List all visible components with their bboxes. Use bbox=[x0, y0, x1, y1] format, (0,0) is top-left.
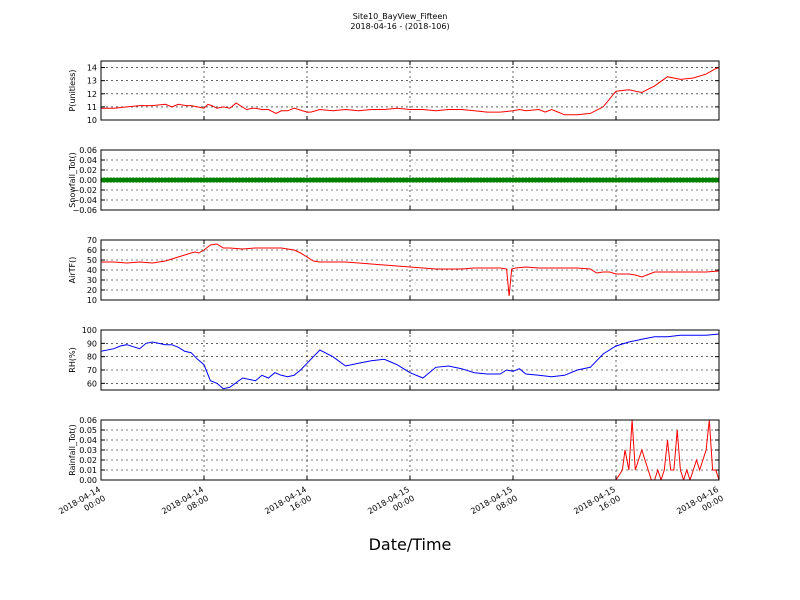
chart-subtitle: 2018-04-16 - (2018-106) bbox=[350, 22, 449, 31]
y-tick-label: 10 bbox=[87, 116, 97, 125]
y-tick-label: 0.02 bbox=[79, 456, 97, 465]
y-axis-label: AirTF() bbox=[68, 257, 77, 284]
y-tick-label: 70 bbox=[87, 366, 97, 375]
y-tick-label: 70 bbox=[87, 236, 97, 245]
y-tick-label: 60 bbox=[87, 379, 97, 388]
y-tick-label: 0.00 bbox=[79, 476, 97, 485]
panel-rainfall: 0.000.010.020.030.040.050.06Rainfall_Tot… bbox=[68, 416, 720, 485]
y-axis-label: Rainfall_Tot() bbox=[68, 424, 77, 476]
y-tick-label: 100 bbox=[82, 326, 97, 335]
plot-frame bbox=[100, 149, 720, 211]
x-axis-label: Date/Time bbox=[369, 535, 452, 554]
y-tick-label: 30 bbox=[87, 276, 97, 285]
series-line bbox=[101, 333, 719, 390]
panel-pressure: 10 11 12 13 14 P(unitless) bbox=[68, 60, 720, 125]
y-tick-label: 90 bbox=[87, 339, 97, 348]
y-tick-label: 20 bbox=[87, 286, 97, 295]
plot-frame bbox=[100, 329, 720, 391]
y-tick-label: 0.05 bbox=[79, 426, 97, 435]
y-tick-label: 0.03 bbox=[79, 446, 97, 455]
y-tick-label: 40 bbox=[87, 266, 97, 275]
y-tick-label: 13 bbox=[87, 77, 97, 86]
panels: 1011121314P(unitless)−0.06−0.04−0.020.00… bbox=[68, 60, 720, 485]
chart-title: Site10_BayView_Fifteen bbox=[353, 12, 448, 21]
y-tick-label: 12 bbox=[87, 90, 97, 99]
y-axis-label: RH(%) bbox=[68, 347, 77, 372]
y-tick-label: 0.06 bbox=[79, 146, 97, 155]
series-line bbox=[101, 420, 719, 480]
y-tick-label: −0.02 bbox=[72, 186, 97, 195]
panel-rh: 60 70 80 90 100 RH(%) bbox=[68, 326, 720, 391]
y-tick-label: 50 bbox=[87, 256, 97, 265]
y-axis-label: P(unitless) bbox=[68, 69, 77, 111]
y-tick-label: −0.04 bbox=[72, 196, 97, 205]
y-axis-label: Snowfall_Tot() bbox=[68, 152, 77, 208]
plot-frame bbox=[100, 60, 720, 121]
series-markers bbox=[101, 177, 719, 183]
y-tick-label: 80 bbox=[87, 353, 97, 362]
y-tick-label: 11 bbox=[87, 103, 97, 112]
series-line bbox=[101, 67, 719, 116]
y-tick-label: 0.01 bbox=[79, 466, 97, 475]
y-tick-label: 14 bbox=[87, 64, 97, 73]
series-line bbox=[101, 243, 719, 297]
y-tick-label: 0.04 bbox=[79, 436, 97, 445]
y-tick-label: 10 bbox=[87, 296, 97, 305]
y-tick-label: 0.06 bbox=[79, 416, 97, 425]
data-point bbox=[716, 177, 719, 183]
y-tick-label: 0.02 bbox=[79, 166, 97, 175]
y-tick-label: 60 bbox=[87, 246, 97, 255]
y-tick-label: −0.06 bbox=[72, 206, 97, 215]
panel-snowfall: −0.06−0.04−0.020.000.020.040.06Snowfall_… bbox=[68, 146, 720, 215]
plot-frame bbox=[100, 419, 720, 481]
y-tick-label: 0.00 bbox=[79, 176, 97, 185]
plot-frame bbox=[100, 239, 720, 301]
y-tick-label: 0.04 bbox=[79, 156, 97, 165]
